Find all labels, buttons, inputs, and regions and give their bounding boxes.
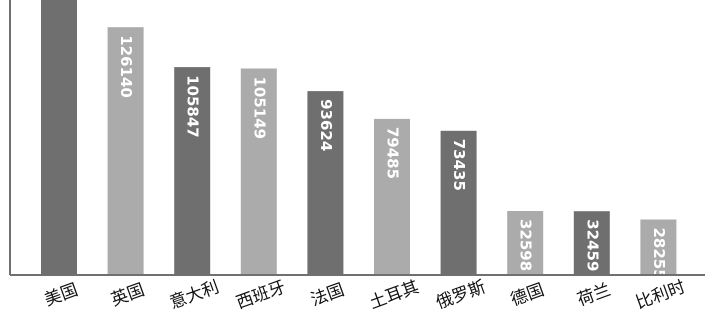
bar-10 [640, 219, 677, 275]
category-labels-group: 美国 英国 意大利 西班牙 法国 土耳其 俄罗斯 德国 荷兰 比利时 [42, 277, 688, 313]
bar-5 [307, 91, 344, 275]
category-tick-label: 土耳其 [367, 277, 422, 313]
bar-8 [507, 211, 544, 275]
axes-group [9, 0, 705, 276]
category-tick-label: 意大利 [167, 277, 222, 313]
category-tick-label: 法国 [308, 280, 347, 310]
bar-value-label: 28255 [650, 227, 668, 279]
bar-2 [107, 27, 144, 276]
bar-6 [374, 118, 410, 276]
category-tick-label: 比利时 [633, 277, 688, 313]
category-tick-label: 俄罗斯 [434, 277, 489, 313]
bar-value-label: 32459 [583, 219, 601, 271]
category-tick-label: 英国 [108, 280, 147, 310]
bar-9 [573, 211, 610, 275]
bar-4 [240, 68, 277, 275]
bar-value-label: 73435 [450, 139, 468, 191]
bar-3 [174, 67, 211, 275]
bars-group [41, 0, 677, 276]
bar-7 [440, 130, 477, 275]
category-tick-label: 德国 [508, 280, 547, 310]
bar-value-label: 126140 [117, 35, 135, 98]
bar-value-label: 105149 [250, 76, 268, 139]
bar-value-label: 79485 [384, 127, 402, 179]
bar-1 [41, 0, 77, 275]
category-tick-label: 西班牙 [234, 277, 289, 313]
value-labels-group: 126140 105847 105149 93624 79485 73435 32598 32… [117, 35, 668, 279]
bar-value-label: 93624 [317, 99, 335, 151]
bar-value-label: 32598 [517, 219, 535, 271]
bar-value-label: 105847 [184, 75, 202, 138]
category-tick-label: 荷兰 [575, 280, 614, 310]
category-tick-label: 美国 [42, 280, 81, 310]
